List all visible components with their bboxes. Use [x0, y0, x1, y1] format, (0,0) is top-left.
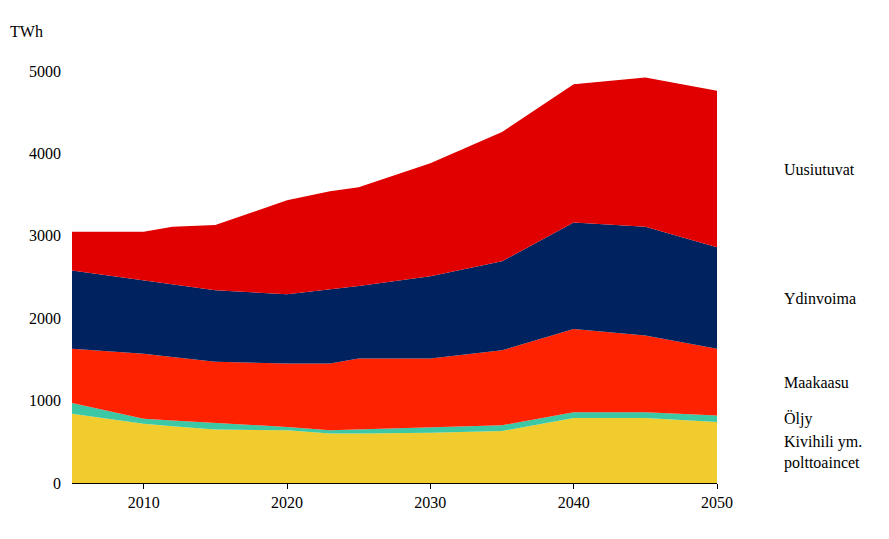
svg-text:Öljy: Öljy	[784, 410, 812, 428]
svg-text:Uusiutuvat: Uusiutuvat	[784, 161, 855, 178]
svg-text:2000: 2000	[29, 310, 61, 327]
svg-text:Ydinvoima: Ydinvoima	[784, 290, 856, 307]
svg-text:2020: 2020	[271, 494, 303, 511]
svg-text:Maakaasu: Maakaasu	[784, 374, 849, 391]
svg-text:2010: 2010	[128, 494, 160, 511]
svg-text:0: 0	[53, 475, 61, 492]
svg-text:4000: 4000	[29, 145, 61, 162]
svg-text:3000: 3000	[29, 227, 61, 244]
svg-text:1000: 1000	[29, 392, 61, 409]
svg-text:2030: 2030	[414, 494, 446, 511]
svg-text:TWh: TWh	[10, 23, 43, 40]
svg-text:Kivihili ym.polttoaincet: Kivihili ym.polttoaincet	[784, 433, 862, 472]
svg-text:5000: 5000	[29, 63, 61, 80]
svg-text:2040: 2040	[558, 494, 590, 511]
svg-text:2050: 2050	[701, 494, 733, 511]
